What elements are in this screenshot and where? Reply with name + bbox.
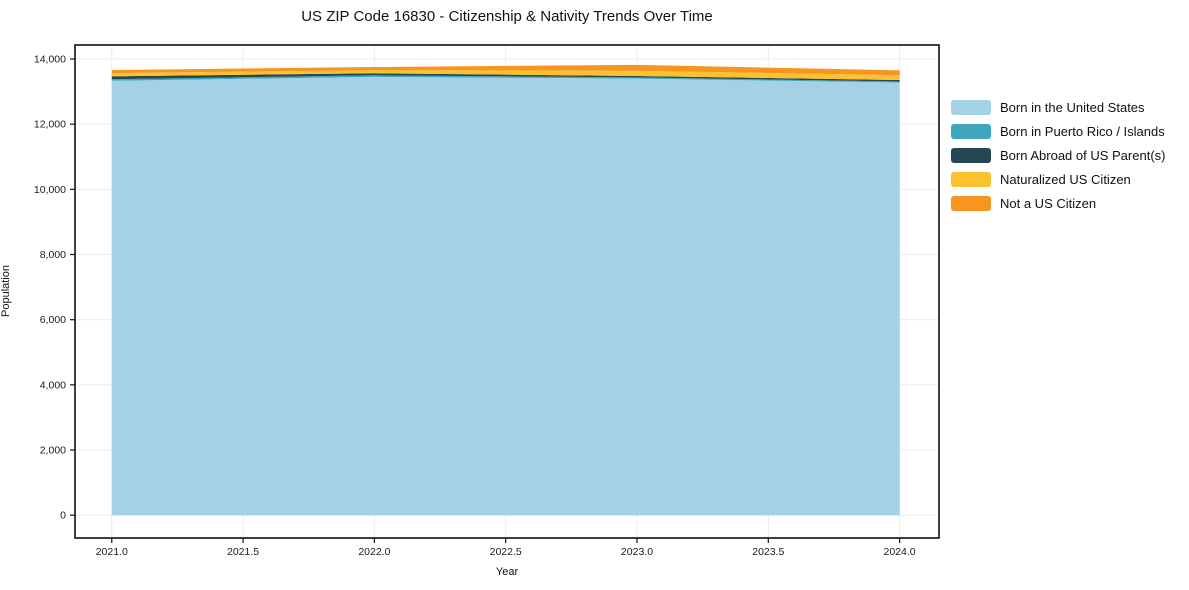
y-tick-label: 0	[60, 510, 66, 522]
y-tick-label: 4,000	[40, 379, 66, 391]
tick-marks	[70, 58, 901, 543]
legend-item-3: Naturalized US Citizen	[951, 172, 1165, 187]
legend-label: Born in the United States	[1000, 100, 1145, 115]
legend-swatch-icon	[951, 148, 991, 163]
y-tick-label: 12,000	[34, 119, 66, 131]
y-tick-label: 10,000	[34, 184, 66, 196]
legend-item-0: Born in the United States	[951, 100, 1165, 115]
legend-swatch-icon	[951, 172, 991, 187]
x-tick-label: 2023.5	[752, 546, 784, 558]
x-tick-label: 2023.0	[621, 546, 653, 558]
legend: Born in the United States Born in Puerto …	[951, 100, 1165, 220]
legend-item-2: Born Abroad of US Parent(s)	[951, 148, 1165, 163]
x-tick-label: 2022.0	[358, 546, 390, 558]
legend-label: Not a US Citizen	[1000, 196, 1097, 211]
tick-labels: 2021.0 2021.5 2022.0 2022.5 2023.0 2023.5 2024…	[34, 54, 916, 558]
legend-item-1: Born in Puerto Rico / Islands	[951, 124, 1165, 139]
x-tick-label: 2021.5	[227, 546, 259, 558]
chart-title: US ZIP Code 16830 - Citizenship & Nativi…	[301, 8, 713, 25]
legend-swatch-icon	[951, 124, 991, 139]
x-tick-label: 2021.0	[96, 546, 128, 558]
legend-swatch-icon	[951, 100, 991, 115]
area-series-0-born-in-the-united-states	[111, 76, 900, 516]
y-axis-label: Population	[0, 265, 12, 317]
y-tick-label: 8,000	[40, 249, 66, 261]
area-series-1-born-in-puerto-rico-islands	[111, 75, 900, 83]
y-tick-label: 2,000	[40, 445, 66, 457]
legend-swatch-icon	[951, 196, 991, 211]
y-tick-label: 14,000	[34, 54, 66, 66]
area-series-4-not-a-us-citizen	[111, 64, 900, 76]
legend-item-4: Not a US Citizen	[951, 196, 1165, 211]
legend-label: Naturalized US Citizen	[1000, 172, 1131, 187]
area-series-3-naturalized-us-citizen	[111, 70, 900, 80]
x-axis-label: Year	[495, 566, 519, 578]
x-tick-label: 2024.0	[884, 546, 916, 558]
area-series-2-born-abroad-of-us-parent-s-	[111, 73, 900, 82]
legend-label: Born Abroad of US Parent(s)	[1000, 148, 1166, 163]
x-tick-label: 2022.5	[490, 546, 522, 558]
legend-label: Born in Puerto Rico / Islands	[1000, 124, 1165, 139]
y-tick-label: 6,000	[40, 314, 66, 326]
axes-spines	[74, 44, 940, 539]
